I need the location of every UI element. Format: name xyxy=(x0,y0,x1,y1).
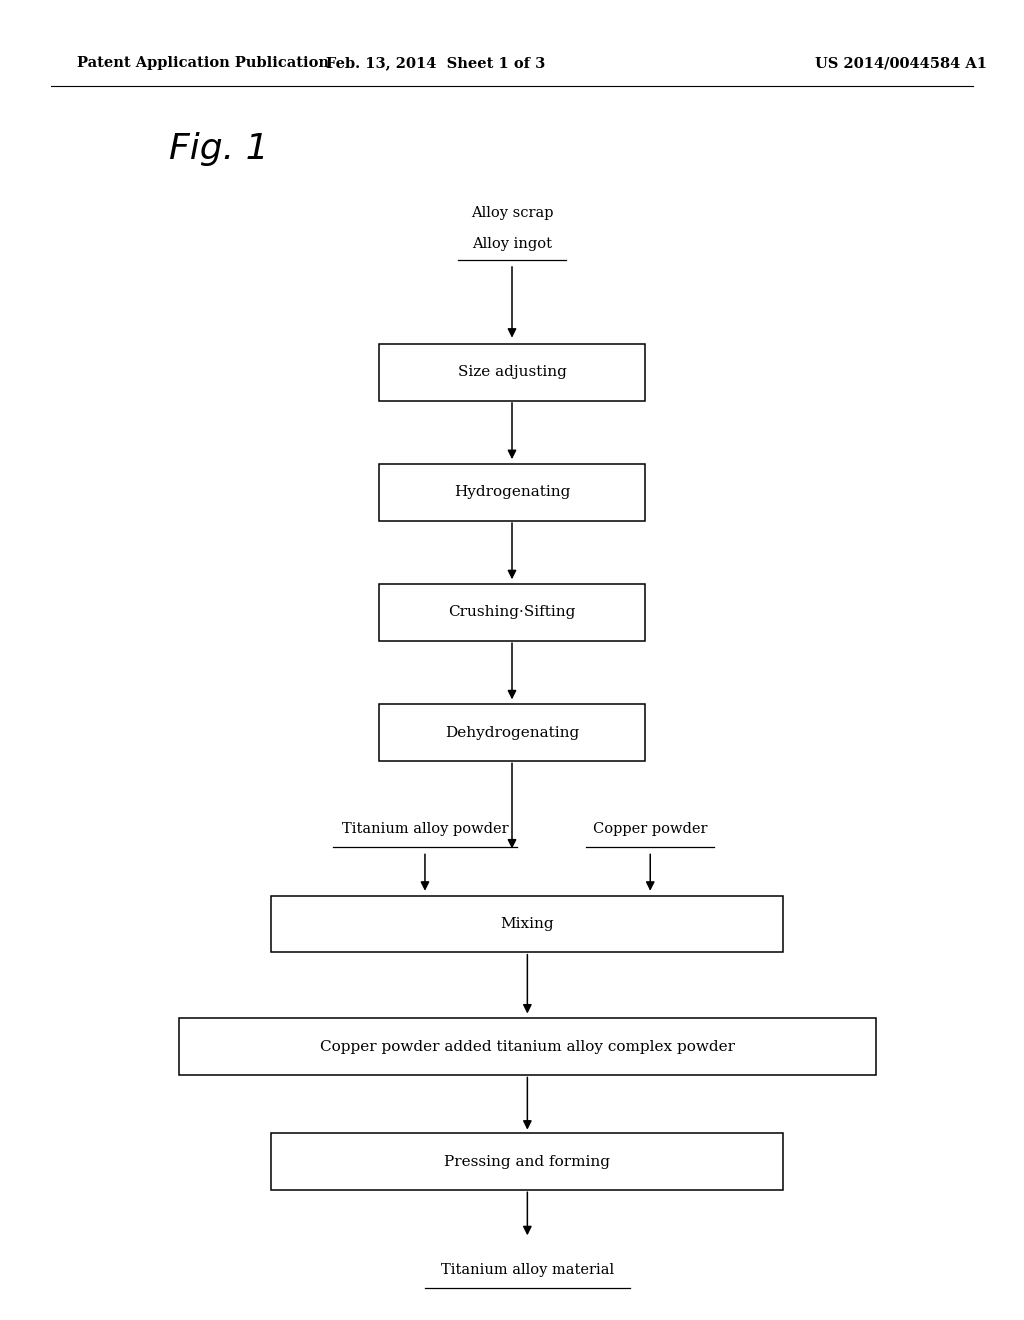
Text: Feb. 13, 2014  Sheet 1 of 3: Feb. 13, 2014 Sheet 1 of 3 xyxy=(326,57,545,70)
Bar xyxy=(271,896,783,953)
Text: Hydrogenating: Hydrogenating xyxy=(454,486,570,499)
Text: Alloy ingot: Alloy ingot xyxy=(472,238,552,251)
Bar xyxy=(379,343,645,401)
Bar xyxy=(379,705,645,760)
Text: Pressing and forming: Pressing and forming xyxy=(444,1155,610,1168)
Text: Patent Application Publication: Patent Application Publication xyxy=(77,57,329,70)
Text: Alloy scrap: Alloy scrap xyxy=(471,206,553,219)
Bar xyxy=(179,1019,876,1074)
Text: Titanium alloy material: Titanium alloy material xyxy=(440,1263,614,1276)
Text: US 2014/0044584 A1: US 2014/0044584 A1 xyxy=(815,57,987,70)
Text: Crushing·Sifting: Crushing·Sifting xyxy=(449,606,575,619)
Bar xyxy=(379,583,645,640)
Text: Copper powder added titanium alloy complex powder: Copper powder added titanium alloy compl… xyxy=(319,1040,735,1053)
Text: Fig. 1: Fig. 1 xyxy=(169,132,268,166)
Text: Dehydrogenating: Dehydrogenating xyxy=(444,726,580,739)
Text: Copper powder: Copper powder xyxy=(593,822,708,836)
Text: Titanium alloy powder: Titanium alloy powder xyxy=(342,822,508,836)
Text: Mixing: Mixing xyxy=(501,917,554,931)
Bar xyxy=(379,463,645,520)
Text: Size adjusting: Size adjusting xyxy=(458,366,566,379)
Bar xyxy=(271,1133,783,1191)
